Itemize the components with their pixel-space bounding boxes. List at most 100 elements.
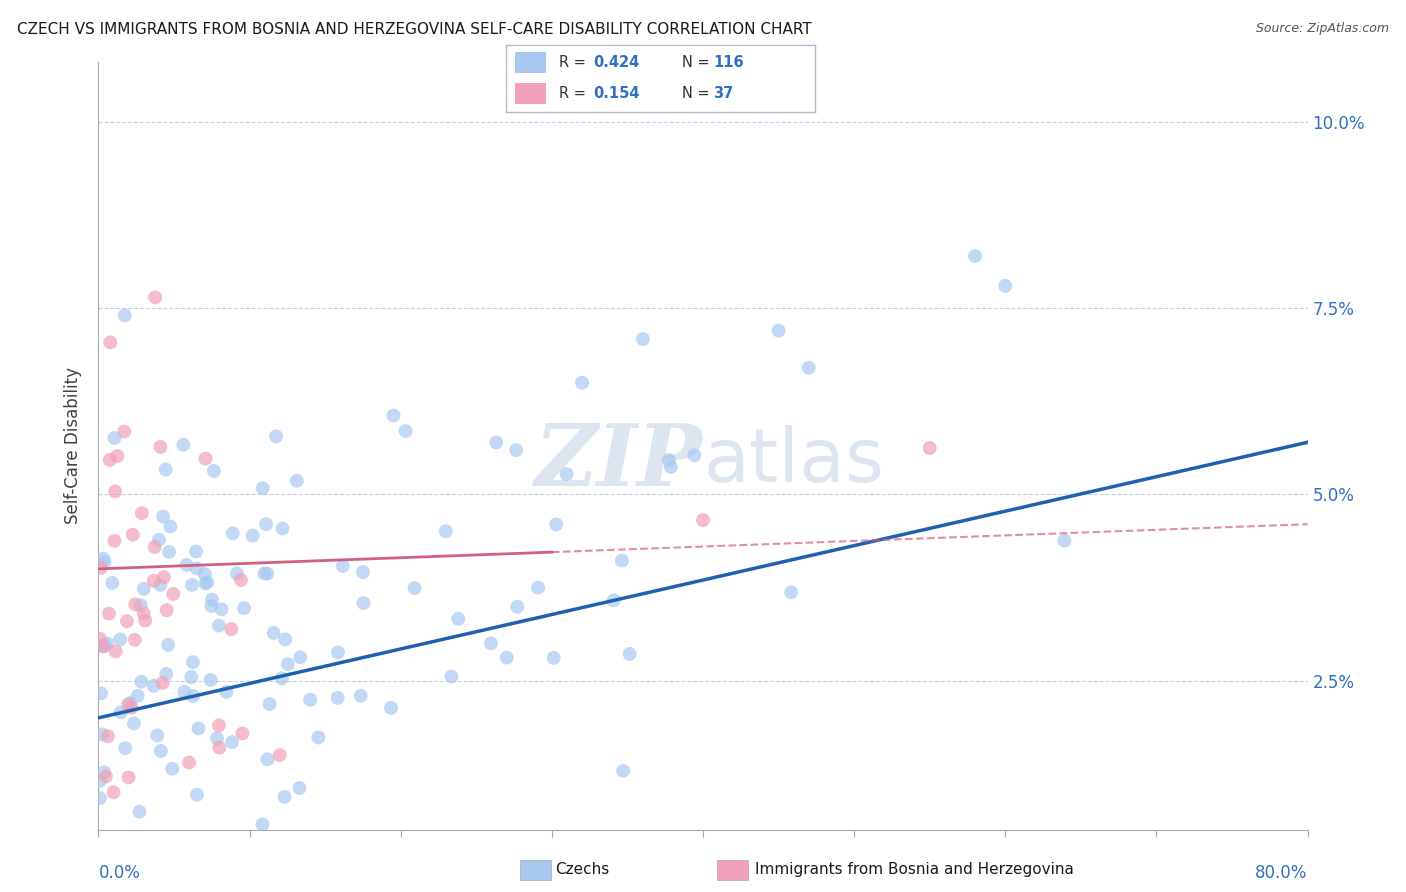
Point xyxy=(797,360,820,375)
Point xyxy=(104,484,127,499)
Point xyxy=(156,603,179,617)
Point xyxy=(180,670,202,684)
Point xyxy=(200,673,222,687)
Point xyxy=(692,513,714,527)
Point xyxy=(221,622,243,636)
Point xyxy=(380,701,402,715)
Point xyxy=(659,460,682,475)
Point xyxy=(96,636,118,650)
Point xyxy=(252,817,274,831)
Point xyxy=(1053,533,1076,548)
Point xyxy=(152,676,174,690)
Point xyxy=(131,506,153,520)
Point xyxy=(110,706,132,720)
Point xyxy=(382,409,405,423)
Point xyxy=(179,756,201,770)
Point xyxy=(153,570,176,584)
Point xyxy=(181,655,204,669)
Point xyxy=(631,332,654,346)
Point xyxy=(221,735,243,749)
Point xyxy=(90,561,112,575)
Point xyxy=(270,671,292,685)
Text: 37: 37 xyxy=(713,86,734,101)
Point xyxy=(117,698,139,712)
Point xyxy=(173,685,195,699)
Point xyxy=(148,533,170,547)
Point xyxy=(350,689,373,703)
Text: 80.0%: 80.0% xyxy=(1256,864,1308,882)
Point xyxy=(157,638,180,652)
Point xyxy=(91,640,114,654)
Point xyxy=(149,744,172,758)
Bar xyxy=(516,52,547,73)
Point xyxy=(434,524,457,539)
Point xyxy=(918,441,941,455)
Point xyxy=(184,544,207,558)
Point xyxy=(118,861,141,875)
Point xyxy=(658,453,681,467)
Point xyxy=(202,464,225,478)
Point xyxy=(114,309,136,323)
Text: 116: 116 xyxy=(713,55,744,70)
Point xyxy=(121,527,143,541)
Point xyxy=(404,581,426,595)
Point xyxy=(186,788,208,802)
Point xyxy=(326,645,349,659)
Point xyxy=(222,526,245,541)
Point xyxy=(506,599,529,614)
Point xyxy=(205,731,228,746)
Point xyxy=(495,650,517,665)
Point xyxy=(89,638,111,652)
Point xyxy=(259,697,281,711)
Point xyxy=(273,789,295,804)
Point xyxy=(288,780,311,795)
Point xyxy=(263,626,285,640)
Point xyxy=(619,647,641,661)
Point xyxy=(134,614,156,628)
Text: 0.0%: 0.0% xyxy=(98,864,141,882)
Point xyxy=(353,596,375,610)
Point xyxy=(242,528,264,542)
Point xyxy=(186,561,208,575)
Y-axis label: Self-Care Disability: Self-Care Disability xyxy=(65,368,83,524)
Point xyxy=(159,519,181,533)
Point xyxy=(93,765,115,780)
Point xyxy=(994,278,1017,293)
Point xyxy=(143,290,166,304)
Point xyxy=(101,575,124,590)
Point xyxy=(285,474,308,488)
Point xyxy=(157,545,180,559)
Point xyxy=(89,791,111,805)
Point xyxy=(505,443,527,458)
Point xyxy=(103,533,125,548)
Point xyxy=(131,674,153,689)
Text: CZECH VS IMMIGRANTS FROM BOSNIA AND HERZEGOVINA SELF-CARE DISABILITY CORRELATION: CZECH VS IMMIGRANTS FROM BOSNIA AND HERZ… xyxy=(17,22,811,37)
Point xyxy=(555,467,578,481)
Point xyxy=(172,438,194,452)
Point xyxy=(252,481,274,495)
Point xyxy=(612,764,634,778)
Point xyxy=(104,644,127,658)
Point xyxy=(447,612,470,626)
Point xyxy=(332,559,354,574)
Point xyxy=(546,517,568,532)
Point xyxy=(118,771,141,785)
Text: N =: N = xyxy=(682,55,714,70)
Text: Immigrants from Bosnia and Herzegovina: Immigrants from Bosnia and Herzegovina xyxy=(755,863,1074,877)
Point xyxy=(683,448,706,462)
Point xyxy=(194,567,217,582)
Point xyxy=(100,872,122,887)
Point xyxy=(146,728,169,742)
Point xyxy=(89,632,111,646)
Point xyxy=(215,685,238,699)
Point xyxy=(90,686,112,700)
Point xyxy=(277,657,299,672)
Point xyxy=(271,522,294,536)
Point xyxy=(98,607,121,621)
Point xyxy=(211,602,233,616)
Point xyxy=(98,453,121,467)
Point xyxy=(200,599,222,613)
Point xyxy=(162,762,184,776)
Text: Czechs: Czechs xyxy=(555,863,610,877)
Point xyxy=(269,748,291,763)
